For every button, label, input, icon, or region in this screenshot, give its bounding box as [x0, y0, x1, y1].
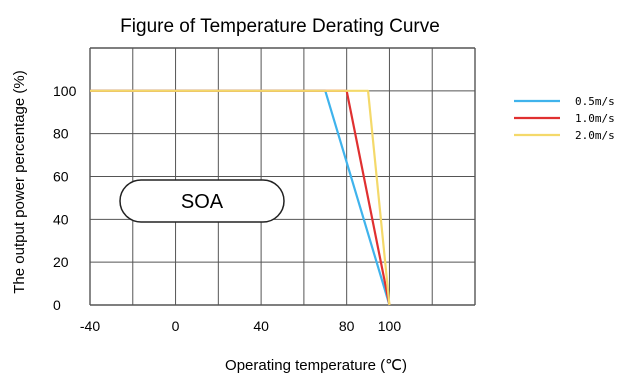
x-tick-label: -40: [80, 318, 100, 334]
legend: 0.5m/s 1.0m/s 2.0m/s: [514, 95, 615, 142]
y-tick-label: 40: [53, 211, 69, 227]
y-tick-labels: 0 20 40 60 80 100: [53, 83, 77, 313]
series-line-3: [90, 89, 391, 306]
x-axis-label: Operating temperature (℃): [225, 357, 407, 374]
grid: [89, 47, 476, 306]
y-tick-label: 60: [53, 169, 69, 185]
y-tick-label: 20: [53, 254, 69, 270]
chart-title: Figure of Temperature Derating Curve: [120, 16, 440, 37]
series-lines: [90, 89, 391, 306]
soa-label: SOA: [181, 191, 224, 213]
y-tick-label: 0: [53, 297, 61, 313]
x-tick-label: 80: [339, 318, 355, 334]
legend-label: 0.5m/s: [575, 95, 615, 108]
x-tick-label: 100: [378, 318, 402, 334]
y-axis-label: The output power percentage (%): [11, 70, 28, 293]
y-tick-label: 80: [53, 126, 69, 142]
x-tick-label: 40: [253, 318, 269, 334]
legend-label: 1.0m/s: [575, 112, 615, 125]
legend-label: 2.0m/s: [575, 129, 615, 142]
soa-annotation: SOA: [119, 179, 285, 223]
x-tick-labels: -40 0 40 80 100: [80, 318, 401, 334]
y-tick-label: 100: [53, 83, 77, 99]
soa-box: [119, 179, 285, 223]
x-tick-label: 0: [172, 318, 180, 334]
